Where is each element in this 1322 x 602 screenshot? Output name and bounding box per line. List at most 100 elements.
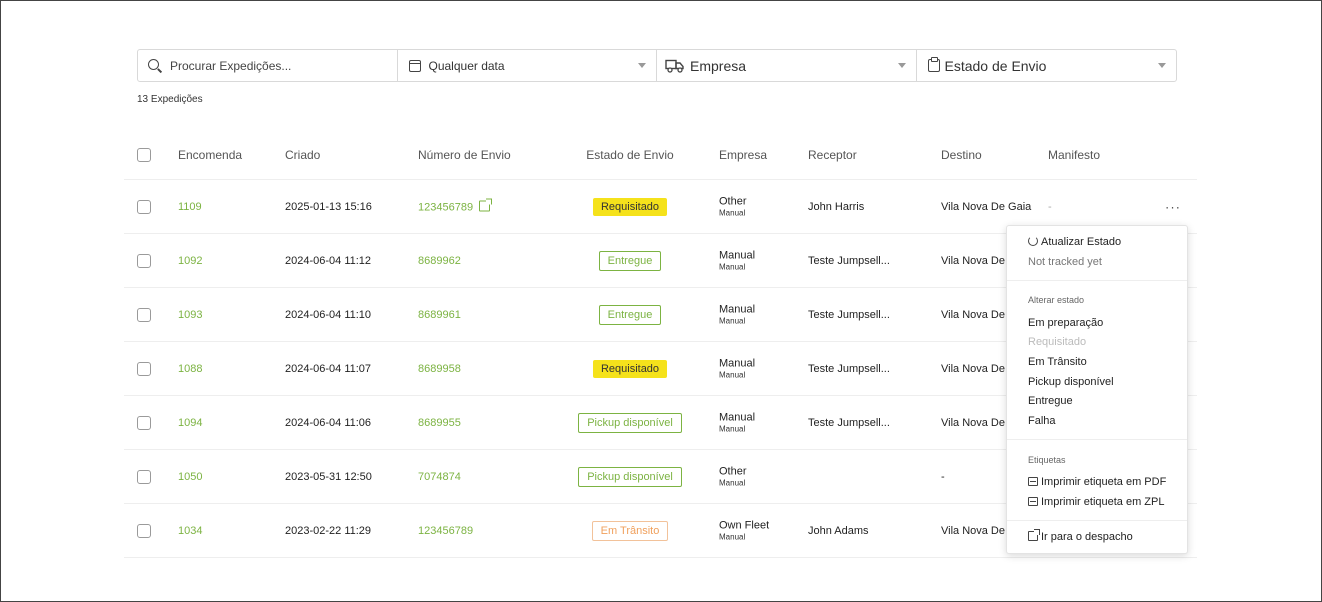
state-filter[interactable]: Estado de Envio: [917, 50, 1177, 81]
table-header: Encomenda Criado Número de Envio Estado …: [124, 131, 1197, 180]
tracking-link[interactable]: 123456789: [418, 524, 474, 537]
destination: -: [941, 470, 945, 483]
state-item-falha[interactable]: Falha: [1028, 415, 1056, 427]
chevron-down-icon: [638, 63, 646, 68]
company-cell: Manual Manual: [719, 303, 755, 326]
receiver: John Harris: [808, 200, 865, 213]
search-input[interactable]: Procurar Expedições...: [138, 50, 398, 81]
clipboard-check-icon: [927, 57, 940, 72]
table-row[interactable]: 1093 2024-06-04 11:10 8689961 Entregue M…: [124, 288, 1197, 342]
tracking-link[interactable]: 8689958: [418, 362, 461, 375]
menu-divider: [1007, 520, 1187, 521]
table-row[interactable]: 1088 2024-06-04 11:07 8689958 Requisitad…: [124, 342, 1197, 396]
status-cell: Entregue: [564, 250, 696, 271]
print-pdf-item[interactable]: Imprimir etiqueta em PDF: [1028, 476, 1166, 488]
header-manifesto[interactable]: Manifesto: [1048, 148, 1101, 162]
company-name: Manual: [719, 249, 756, 261]
not-tracked-text: Not tracked yet: [1028, 256, 1102, 268]
company-cell: Manual Manual: [719, 411, 755, 434]
company-filter-label: Empresa: [690, 57, 747, 74]
state-item-entregue[interactable]: Entregue: [1028, 395, 1073, 407]
order-link[interactable]: 1050: [178, 470, 203, 483]
company-cell: Other Manual: [719, 195, 747, 218]
row-checkbox[interactable]: [137, 199, 151, 214]
header-numero[interactable]: Número de Envio: [418, 148, 511, 162]
table-row[interactable]: 1109 2025-01-13 15:16 123456789 Requisit…: [124, 180, 1197, 234]
print-zpl-item[interactable]: Imprimir etiqueta em ZPL: [1028, 496, 1164, 508]
row-checkbox[interactable]: [137, 469, 151, 484]
status-badge: Entregue: [598, 250, 662, 271]
destination: Vila Nova De Gaia: [941, 200, 1032, 213]
state-item-em-transito[interactable]: Em Trânsito: [1028, 356, 1087, 368]
select-all-checkbox[interactable]: [137, 148, 151, 162]
header-encomenda[interactable]: Encomenda: [178, 148, 243, 162]
date-filter[interactable]: Qualquer data: [398, 50, 657, 81]
tracking-link[interactable]: 7074874: [418, 470, 461, 483]
receiver: Teste Jumpsell...: [808, 362, 890, 375]
destination: Vila Nova De: [941, 524, 1005, 537]
go-to-dispatch-label: Ir para o despacho: [1041, 531, 1133, 543]
company-name: Own Fleet: [719, 519, 770, 531]
row-checkbox[interactable]: [137, 307, 151, 322]
order-link[interactable]: 1092: [178, 254, 203, 267]
destination: Vila Nova De: [941, 254, 1005, 267]
state-item-pickup-disponivel[interactable]: Pickup disponível: [1028, 376, 1114, 388]
status-cell: Requisitado: [564, 359, 696, 378]
order-link[interactable]: 1093: [178, 308, 203, 321]
tracking-link[interactable]: 8689962: [418, 254, 461, 267]
row-checkbox[interactable]: [137, 253, 151, 268]
receiver: Teste Jumpsell...: [808, 308, 890, 321]
header-estado[interactable]: Estado de Envio: [586, 148, 674, 162]
company-type: Manual: [719, 478, 746, 487]
table-row[interactable]: 1092 2024-06-04 11:12 8689962 Entregue M…: [124, 234, 1197, 288]
created-date: 2023-05-31 12:50: [285, 470, 372, 483]
table-row[interactable]: 1034 2023-02-22 11:29 123456789 Em Trâns…: [124, 504, 1197, 558]
order-link[interactable]: 1109: [178, 200, 202, 213]
destination: Vila Nova De: [941, 308, 1005, 321]
tracking-link[interactable]: 123456789: [418, 201, 474, 213]
tracking-link[interactable]: 8689961: [418, 308, 461, 321]
date-filter-label: Qualquer data: [428, 58, 505, 73]
tracking-cell: 123456789: [418, 198, 493, 213]
state-item-em-preparacao[interactable]: Em preparação: [1028, 317, 1104, 329]
company-type: Manual: [719, 316, 746, 325]
shipment-count: 13 Expedições: [137, 94, 203, 105]
change-state-header: Alterar estado: [1028, 295, 1085, 305]
status-badge: Requisitado: [592, 197, 668, 216]
shipments-table: Encomenda Criado Número de Envio Estado …: [124, 131, 1197, 558]
table-row[interactable]: 1094 2024-06-04 11:06 8689955 Pickup dis…: [124, 396, 1197, 450]
menu-divider: [1007, 280, 1187, 281]
header-empresa[interactable]: Empresa: [719, 148, 768, 162]
header-receptor[interactable]: Receptor: [808, 148, 857, 162]
row-checkbox[interactable]: [137, 523, 151, 538]
destination: Vila Nova De: [941, 416, 1005, 429]
table-row[interactable]: 1050 2023-05-31 12:50 7074874 Pickup dis…: [124, 450, 1197, 504]
chevron-down-icon: [1158, 63, 1166, 68]
tracking-link[interactable]: 8689955: [418, 416, 461, 429]
search-placeholder: Procurar Expedições...: [170, 58, 292, 73]
status-cell: Entregue: [564, 304, 696, 325]
company-type: Manual: [719, 532, 746, 541]
company-type: Manual: [719, 424, 746, 433]
row-checkbox[interactable]: [137, 361, 151, 376]
external-link-icon[interactable]: [479, 198, 493, 211]
state-filter-label: Estado de Envio: [944, 57, 1047, 74]
row-checkbox[interactable]: [137, 415, 151, 430]
go-to-dispatch-item[interactable]: Ir para o despacho: [1028, 529, 1133, 543]
status-badge: Pickup disponível: [578, 412, 682, 433]
header-criado[interactable]: Criado: [285, 148, 321, 162]
company-filter[interactable]: Empresa: [657, 50, 917, 81]
company-name: Other: [719, 195, 747, 207]
company-cell: Manual Manual: [719, 357, 755, 380]
calendar-icon: [408, 59, 421, 72]
header-destino[interactable]: Destino: [941, 148, 982, 162]
receiver: Teste Jumpsell...: [808, 416, 890, 429]
state-item-requisitado: Requisitado: [1028, 336, 1087, 348]
row-actions-button[interactable]: ···: [1165, 199, 1181, 214]
order-link[interactable]: 1094: [178, 416, 203, 429]
created-date: 2025-01-13 15:16: [285, 200, 372, 213]
order-link[interactable]: 1034: [178, 524, 203, 537]
refresh-status-item[interactable]: Atualizar Estado: [1028, 236, 1121, 248]
filter-bar: Procurar Expedições... Qualquer data Emp…: [137, 49, 1177, 82]
order-link[interactable]: 1088: [178, 362, 203, 375]
